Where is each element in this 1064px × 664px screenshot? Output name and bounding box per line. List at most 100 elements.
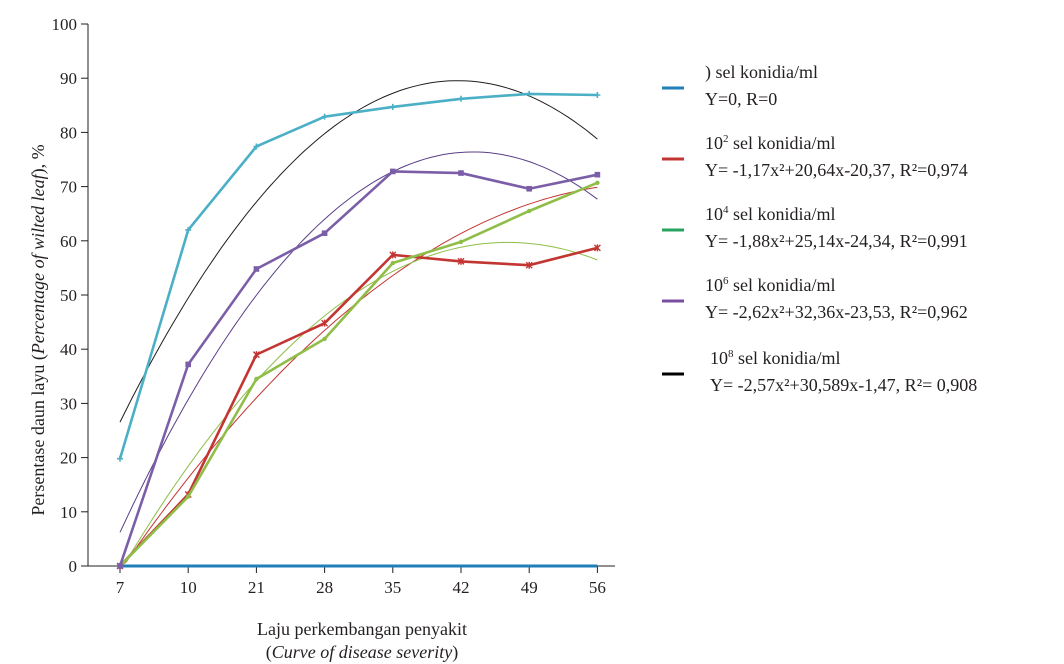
data-point: [185, 226, 192, 233]
y-tick-label: 10: [60, 503, 77, 522]
data-point: [321, 230, 328, 237]
y-tick-label: 20: [60, 449, 77, 468]
x-axis-label-close: ): [452, 642, 458, 663]
x-tick-label: 49: [521, 578, 538, 597]
legend-label: 102 sel konidia/ml: [705, 133, 836, 153]
data-point: [186, 494, 191, 499]
data-point: [594, 171, 601, 178]
legend-label-exponent: 6: [723, 275, 729, 287]
data-point: [117, 563, 123, 569]
legend-label-exponent: 8: [728, 348, 734, 360]
y-tick-label: 80: [60, 123, 77, 142]
legend-label-base: 10: [705, 204, 723, 224]
data-point: [253, 266, 260, 272]
legend-item-3: 106 sel konidia/ml Y= -2,62x²+32,36x-23,5…: [662, 275, 968, 322]
trendline-series-3: [119, 151, 598, 533]
x-tick-label: 56: [589, 578, 606, 597]
y-tick-label: 70: [60, 178, 77, 197]
legend-label-base: 10: [710, 348, 728, 368]
data-point: [526, 185, 532, 192]
data-point: [390, 260, 395, 266]
data-point: [389, 103, 396, 110]
series-line-4: [118, 92, 598, 460]
legend-label-exponent: 2: [723, 133, 729, 145]
y-tick-label: 100: [52, 15, 78, 34]
legend-item-1: 102 sel konidia/ml Y= -1,17x²+20,64x-20,3…: [662, 133, 968, 180]
legend-label: 108 sel konidia/ml: [710, 348, 841, 368]
legend-label: 106 sel konidia/ml: [705, 275, 836, 295]
legend-item-2: 104 sel konidia/ml Y= -1,88x²+25,14x-24,3…: [662, 204, 968, 251]
data-point: [254, 376, 259, 382]
legend-label-rest: sel konidia/ml: [734, 348, 841, 368]
axes: 0 10 20 30 40 50 60 70 80 90 100 7 10 21 28 35 42 49 56: [52, 15, 615, 597]
y-tick-label: 90: [60, 69, 77, 88]
y-tick-label: 60: [60, 232, 77, 251]
data-point: [458, 170, 464, 176]
series-lines: [116, 90, 601, 570]
legend-label-base: 10: [705, 133, 723, 153]
legend-equation: Y= -2,57x²+30,589x-1,47, R²= 0,908: [710, 375, 977, 395]
series-line-1: [119, 246, 598, 567]
legend-label-rest: sel konidia/ml: [729, 133, 836, 153]
series-line-2: [119, 181, 598, 567]
legend-equation: Y= -1,88x²+25,14x-24,34, R²=0,991: [705, 231, 968, 251]
data-point: [458, 95, 464, 102]
data-point: [252, 351, 260, 359]
x-axis-label-italic: Curve of disease severity: [272, 642, 452, 662]
series-2: [117, 180, 600, 569]
legend-label-base: ) sel konidia/ml: [705, 62, 818, 83]
data-point: [595, 180, 600, 186]
y-axis-label: Persentase daun layu (Percentage of wilt…: [28, 144, 49, 515]
data-point: [458, 239, 464, 245]
data-point: [117, 455, 123, 462]
x-tick-label: 42: [453, 578, 470, 597]
data-point: [457, 257, 465, 265]
y-axis-label-part2: ), %: [28, 144, 49, 174]
x-tick-label: 7: [116, 578, 125, 597]
series-line-3: [118, 170, 598, 567]
x-axis-label-open: (: [266, 642, 272, 663]
x-axis-label-line1: Laju perkembangan penyakit: [257, 619, 467, 639]
x-tick-label: 35: [384, 578, 401, 597]
y-tick-label: 30: [60, 394, 77, 413]
data-point: [185, 361, 191, 368]
data-point: [389, 251, 397, 259]
data-point: [321, 319, 329, 327]
data-point: [253, 143, 260, 150]
series-3: [117, 168, 601, 569]
y-tick-label: 40: [60, 340, 77, 359]
legend-label-exponent: 4: [723, 204, 729, 216]
trendline-series-2: [119, 241, 598, 567]
data-point: [594, 92, 601, 99]
x-tick-label: 10: [180, 578, 197, 597]
legend-equation: Y= -2,62x²+32,36x-23,53, R²=0,962: [705, 302, 968, 322]
legend-item-0: ) sel konidia/ml Y=0, R=0: [662, 62, 818, 109]
legend-label-rest: sel konidia/ml: [729, 275, 836, 295]
legend-label: ) sel konidia/ml: [705, 62, 818, 83]
legend-label-rest: sel konidia/ml: [729, 204, 836, 224]
data-point: [593, 244, 601, 252]
legend-label: 104 sel konidia/ml: [705, 204, 836, 224]
data-point: [322, 336, 327, 342]
data-point: [525, 261, 533, 269]
data-point: [527, 208, 532, 214]
data-point: [321, 113, 328, 120]
x-tick-label: 28: [316, 578, 333, 597]
x-axis-label-line2: (Curve of disease severity): [266, 642, 458, 663]
trendline-series-4: [119, 80, 598, 423]
data-point: [526, 90, 533, 97]
series-1: [116, 244, 601, 570]
y-tick-label: 50: [60, 286, 77, 305]
y-axis-label-part1: Persentase daun layu (: [28, 354, 49, 515]
legend-label-base: 10: [705, 275, 723, 295]
legend-equation: Y= -1,17x²+20,64x-20,37, R²=0,974: [705, 160, 968, 180]
y-tick-label: 0: [69, 557, 78, 576]
legend-item-4: 108 sel konidia/ml Y= -2,57x²+30,589x-1,4…: [662, 348, 977, 395]
x-tick-label: 21: [248, 578, 265, 597]
y-axis-label-italic: Percentage of wilted leaf: [28, 171, 48, 355]
legend-equation: Y=0, R=0: [705, 89, 777, 109]
series-4: [117, 90, 601, 462]
data-point: [390, 168, 396, 175]
